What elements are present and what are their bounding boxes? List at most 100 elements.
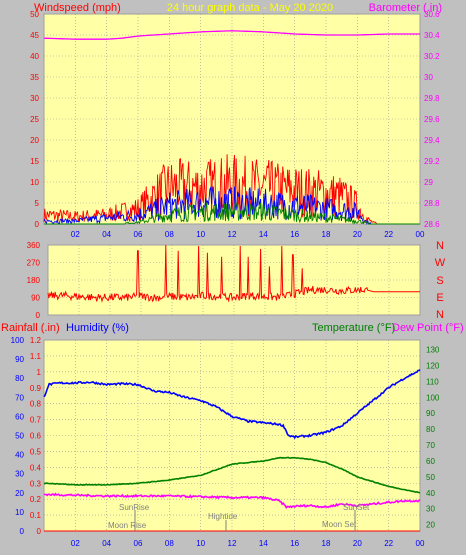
compass-label: W (435, 257, 446, 269)
hightide-annotation: Hightide (208, 512, 238, 521)
rainfall-tick-label: 0.8 (30, 400, 42, 409)
temperature-tick-label: 120 (426, 361, 440, 370)
windspeed-tick-label: 20 (30, 136, 39, 145)
windspeed-tick-label: 40 (30, 52, 39, 61)
temperature-tick-label: 70 (426, 441, 435, 450)
tick-labels: 02 04 06 08 10 12 14 16 18 20 22 000510152025303540… (11, 10, 440, 548)
windspeed-tick-label: 25 (30, 115, 39, 124)
compass-label: N (436, 240, 444, 252)
x-tick-label: 14 (259, 230, 268, 239)
barometer-tick-label: 30.2 (424, 52, 440, 61)
rainfall-tick-label: 1 (37, 368, 42, 377)
rainfall-tick-label: 0.4 (30, 463, 42, 472)
x-tick-label: 12 (228, 539, 237, 548)
x-tick-label: 12 (228, 230, 237, 239)
windspeed-tick-label: 15 (30, 157, 39, 166)
temperature-tick-label: 50 (426, 473, 435, 482)
windspeed-tick-label: 10 (30, 178, 39, 187)
climate-series-humidity (43, 368, 421, 440)
x-tick-label: 08 (165, 230, 174, 239)
wind-series-gust_green (44, 201, 420, 225)
temperature-tick-label: 30 (426, 505, 435, 514)
temperature-tick-label: 100 (426, 393, 440, 402)
direction-tick-label: 180 (27, 276, 41, 285)
direction-tick-label: 90 (31, 294, 40, 303)
rainfall-tick-label: 0.7 (30, 416, 42, 425)
humidity-tick-label: 40 (15, 451, 24, 460)
windspeed-tick-label: 45 (30, 31, 39, 40)
x-tick-label: 16 (290, 539, 299, 548)
humidity-axis-label: Humidity (%) (66, 322, 129, 334)
temperature-tick-label: 80 (426, 425, 435, 434)
barometer-tick-label: 29 (424, 178, 433, 187)
rainfall-tick-label: 0.6 (30, 432, 42, 441)
humidity-tick-label: 50 (15, 432, 24, 441)
x-tick-label: 20 (353, 539, 362, 548)
x-tick-label: 04 (102, 230, 111, 239)
barometer-tick-label: 30 (424, 73, 433, 82)
barometer-tick-label: 28.6 (424, 220, 440, 229)
direction-series (47, 244, 420, 303)
temperature-tick-label: 40 (426, 489, 435, 498)
windspeed-tick-label: 35 (30, 73, 39, 82)
x-tick-label: 18 (322, 539, 331, 548)
wind-series-gust_blue (43, 185, 420, 226)
barometer-tick-label: 29.2 (424, 157, 440, 166)
x-tick-label: 16 (290, 230, 299, 239)
x-tick-label: 06 (134, 230, 143, 239)
moonset-annotation: Moon Set (322, 520, 357, 529)
barometer-axis-label: Barometer (.in) (369, 2, 442, 14)
x-tick-label: 02 (71, 539, 80, 548)
x-tick-label: 10 (196, 230, 205, 239)
graph-title: 24 hour graph data - May 20 2020 (167, 2, 333, 14)
temperature-tick-label: 130 (426, 346, 440, 355)
rainfall-tick-label: 0.3 (30, 479, 42, 488)
climate-series-dewpoint (43, 492, 421, 509)
barometer-tick-label: 28.8 (424, 199, 440, 208)
humidity-tick-label: 100 (11, 336, 25, 345)
temperature-tick-label: 20 (426, 521, 435, 530)
windspeed-axis-label: Windspeed (mph) (34, 2, 121, 14)
rainfall-axis-label: Rainfall (.in) (1, 322, 60, 334)
windspeed-tick-label: 5 (35, 199, 40, 208)
humidity-tick-label: 0 (20, 527, 25, 536)
rainfall-tick-label: 0.1 (30, 511, 42, 520)
humidity-tick-label: 90 (15, 355, 24, 364)
barometer-tick-label: 29.6 (424, 115, 440, 124)
x-tick-label: 20 (353, 230, 362, 239)
climate-series-temperature (43, 456, 421, 494)
series-lines (43, 30, 421, 532)
x-tick-label: 08 (165, 539, 174, 548)
barometer-tick-label: 29.4 (424, 136, 440, 145)
x-tick-label: 06 (134, 539, 143, 548)
x-tick-label: 10 (196, 539, 205, 548)
direction-tick-label: 360 (27, 241, 41, 250)
barometer-tick-label: 30.4 (424, 31, 440, 40)
direction-tick-label: 0 (36, 311, 41, 320)
rainfall-tick-label: 0.2 (30, 495, 42, 504)
rainfall-tick-label: 1.2 (30, 336, 42, 345)
x-tick-label: 00 (416, 230, 425, 239)
x-tick-label: 22 (384, 230, 393, 239)
barometer-tick-label: 30.6 (424, 10, 440, 19)
moonrise-annotation: Moon Rise (108, 521, 147, 530)
plot-areas (43, 13, 421, 532)
compass-label: S (436, 275, 443, 287)
x-tick-label: 00 (416, 539, 425, 548)
x-tick-label: 02 (71, 230, 80, 239)
rainfall-tick-label: 1.1 (30, 352, 42, 361)
rainfall-tick-label: 0 (37, 527, 42, 536)
dewpoint-axis-label: Dew Point (°F) (392, 322, 464, 334)
humidity-tick-label: 70 (15, 393, 24, 402)
humidity-tick-label: 80 (15, 374, 24, 383)
barometer-series (43, 30, 420, 40)
rainfall-tick-label: 0.9 (30, 384, 42, 393)
compass-label: N (436, 309, 444, 321)
temperature-tick-label: 60 (426, 457, 435, 466)
x-tick-label: 18 (322, 230, 331, 239)
windspeed-tick-label: 50 (30, 10, 39, 19)
humidity-tick-label: 10 (15, 508, 24, 517)
sunrise-annotation: SunRise (119, 503, 150, 512)
x-tick-label: 22 (384, 539, 393, 548)
